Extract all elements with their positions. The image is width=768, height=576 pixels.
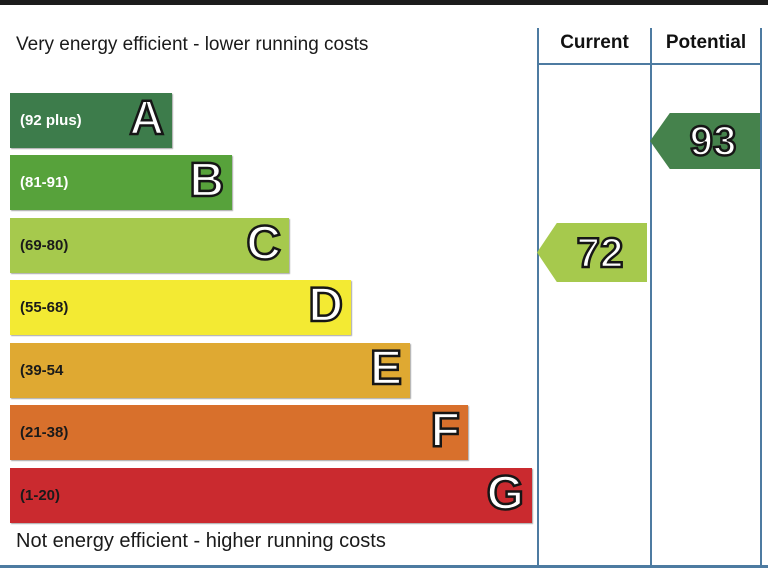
table-bottom-rule [0,565,768,568]
band-range-label: (81-91) [20,174,69,191]
potential-rating-value: 93 [688,117,737,164]
band-row-b: (81-91) B [10,155,232,210]
table-vertical-line-left [537,28,539,566]
band-letter: E [369,341,404,395]
band-row-d: (55-68) D [10,280,351,335]
band-range-label: (55-68) [20,299,69,316]
potential-column-header: Potential [665,32,747,53]
table-vertical-line-right [760,28,762,566]
band-range-label: (39-54 [20,362,64,379]
table-header-underline [537,63,762,65]
very-efficient-label: Very energy efficient - lower running co… [16,34,369,55]
band-row-f: (21-38) F [10,405,468,460]
current-rating-arrow: 72 [537,223,647,282]
potential-rating-arrow: 93 [650,113,760,169]
band-letter: F [429,403,461,457]
table-vertical-line-middle [650,28,652,566]
band-range-label: (92 plus) [20,112,82,129]
band-letter: B [188,153,225,207]
band-letter: A [128,91,165,145]
band-row-a: (92 plus) A [10,93,172,148]
band-letter: C [245,216,282,270]
current-column-header: Current [560,32,629,53]
band-range-label: (1-20) [20,487,61,504]
band-range-label: (69-80) [20,237,69,254]
band-range-label: (21-38) [20,424,69,441]
band-row-e: (39-54 E [10,343,410,398]
not-efficient-label: Not energy efficient - higher running co… [16,530,386,552]
band-letter: G [485,466,525,520]
band-row-g: (1-20) G [10,468,532,523]
top-black-bar [0,0,768,5]
current-rating-value: 72 [575,228,624,276]
band-letter: D [307,278,344,332]
band-row-c: (69-80) C [10,218,289,273]
